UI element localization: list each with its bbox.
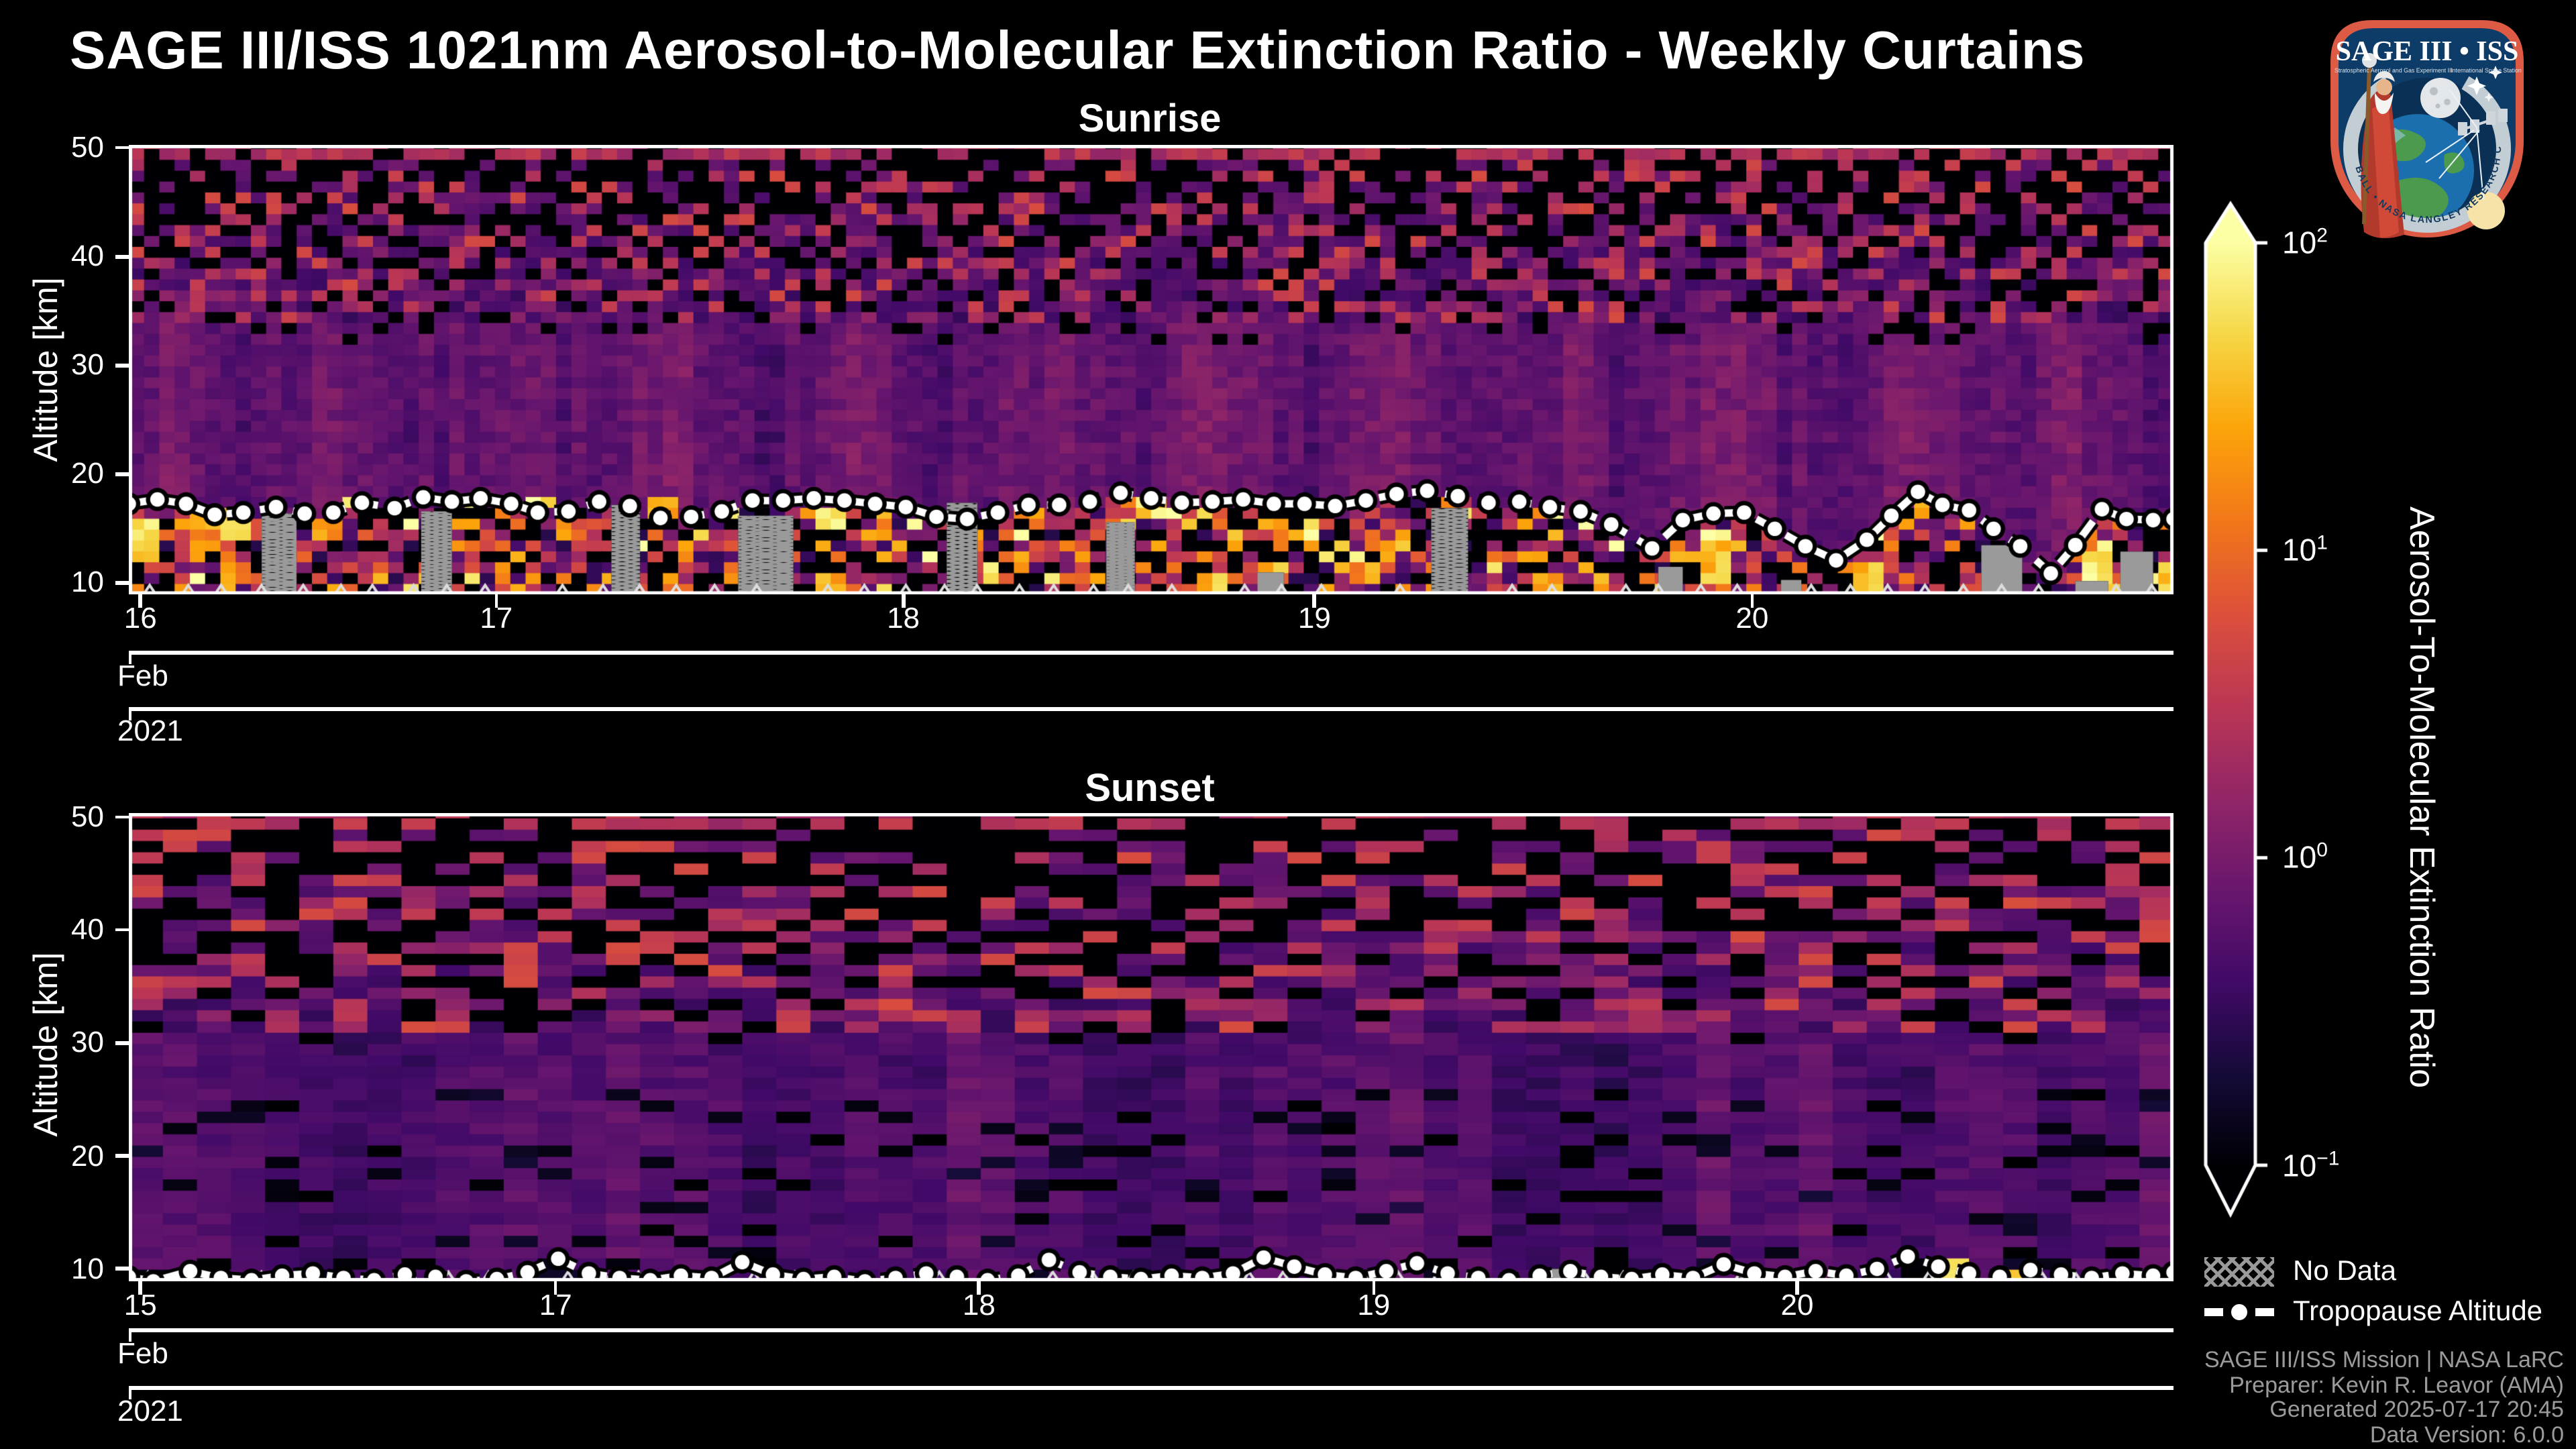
x-tick-sunrise [902, 594, 906, 608]
y-tick-sunset [115, 1267, 128, 1271]
y-tick-label-sunrise: 20 [71, 456, 104, 490]
x-tick-label-sunrise: 18 [887, 601, 920, 635]
y-tick-label-sunset: 10 [71, 1251, 104, 1285]
sage-iss-logo: SAGE III • ISS Stratospheric Aerosol and… [2310, 7, 2524, 239]
no-data-label: No Data [2293, 1256, 2397, 1287]
x-tick-sunrise [138, 594, 142, 608]
colorbar-canvas [2200, 199, 2278, 1221]
credits-block: SAGE III/ISS Mission | NASA LaRC Prepare… [2204, 1348, 2564, 1448]
colorbar-tick-label: 102 [2282, 224, 2328, 260]
x-tick-sunset [553, 1281, 557, 1295]
y-tick-sunset [115, 1041, 128, 1045]
sunrise-title: Sunrise [1078, 98, 1222, 141]
x-tick-sunrise [494, 594, 498, 608]
credit-mission: SAGE III/ISS Mission | NASA LaRC [2204, 1347, 2564, 1373]
x-tick-sunset [1372, 1281, 1376, 1295]
y-tick-sunrise [115, 146, 128, 150]
x-tick-label-sunset: 20 [1780, 1288, 1814, 1322]
x-tick-label-sunset: 19 [1357, 1288, 1391, 1322]
month-axis-line-sunrise [128, 651, 2174, 655]
year-axis-line-sunrise [128, 706, 2174, 710]
year-axis-line-sunset [128, 1386, 2174, 1390]
year-axis-tick-sunrise [128, 706, 131, 720]
y-tick-label-sunset: 50 [71, 799, 104, 833]
tropopause-line-icon [2204, 1297, 2274, 1327]
x-tick-sunset [977, 1281, 981, 1295]
x-tick-label-sunset: 17 [539, 1288, 572, 1322]
sunset-ylabel: Altitude [km] [28, 952, 65, 1137]
x-tick-sunrise [1750, 594, 1754, 608]
y-tick-sunset [115, 815, 128, 819]
y-tick-sunrise [115, 581, 128, 585]
y-tick-label-sunset: 30 [71, 1025, 104, 1059]
x-tick-label-sunrise: 20 [1735, 601, 1769, 635]
y-tick-label-sunset: 40 [71, 912, 104, 947]
x-tick-sunset [1795, 1281, 1799, 1295]
y-tick-label-sunrise: 40 [71, 239, 104, 273]
month-label-sunrise: Feb [117, 659, 168, 692]
x-tick-label-sunrise: 17 [480, 601, 513, 635]
x-tick-label-sunset: 18 [962, 1288, 996, 1322]
no-data-hatch-icon [2204, 1257, 2274, 1287]
year-axis-tick-sunset [128, 1386, 131, 1399]
legend-item-tropopause: Tropopause Altitude [2204, 1296, 2542, 1328]
x-tick-label-sunset: 15 [123, 1288, 157, 1322]
logo-occultation-rays [2425, 89, 2484, 201]
logo-moon [2420, 78, 2461, 118]
x-tick-label-sunrise: 19 [1297, 601, 1331, 635]
legend-item-no-data: No Data [2204, 1256, 2396, 1288]
y-tick-sunrise [115, 364, 128, 368]
year-label-sunrise: 2021 [117, 714, 183, 747]
colorbar-tick-label: 101 [2282, 531, 2328, 568]
x-tick-sunset [138, 1281, 142, 1295]
y-tick-label-sunrise: 30 [71, 347, 104, 382]
logo-stars [2467, 66, 2502, 102]
logo-wizard [2361, 53, 2404, 239]
y-tick-sunset [115, 928, 128, 932]
x-tick-label-sunrise: 16 [123, 601, 157, 635]
month-axis-tick-sunset [128, 1328, 131, 1342]
sunrise-ylabel: Altitude [km] [28, 277, 65, 462]
logo-subtitle-left: Stratospheric Aerosol and Gas Experiment… [2334, 67, 2453, 74]
sunset-heatmap-canvas [128, 812, 2174, 1281]
y-tick-label-sunset: 20 [71, 1138, 104, 1173]
y-tick-sunrise [115, 472, 128, 476]
credit-data-version: Data Version: 6.0.0 [2369, 1421, 2564, 1447]
y-tick-label-sunrise: 10 [71, 565, 104, 599]
year-label-sunset: 2021 [117, 1394, 183, 1428]
y-tick-sunset [115, 1154, 128, 1158]
logo-subtitle-right: International Space Station [2451, 67, 2522, 74]
logo-iss [2458, 109, 2508, 136]
credit-generated: Generated 2025-07-17 20:45 [2269, 1397, 2564, 1422]
month-axis-tick-sunrise [128, 651, 131, 664]
colorbar-tick-label: 100 [2282, 839, 2328, 875]
sunset-title: Sunset [1085, 767, 1215, 810]
logo-title: SAGE III • ISS [2336, 36, 2519, 67]
y-tick-sunrise [115, 255, 128, 259]
month-label-sunset: Feb [117, 1336, 168, 1370]
credit-preparer: Preparer: Kevin R. Leavor (AMA) [2229, 1372, 2564, 1397]
colorbar-tick-label: 10−1 [2282, 1146, 2340, 1183]
logo-sun [2467, 192, 2505, 229]
page-title: SAGE III/ISS 1021nm Aerosol-to-Molecular… [70, 21, 2086, 80]
x-tick-sunrise [1312, 594, 1316, 608]
tropopause-label: Tropopause Altitude [2293, 1296, 2543, 1327]
sunrise-heatmap-canvas [128, 144, 2174, 594]
y-tick-label-sunrise: 50 [71, 130, 104, 164]
colorbar-label: Aerosol-To-Molecular Extinction Ratio [2402, 506, 2443, 1089]
month-axis-line-sunset [128, 1328, 2174, 1332]
